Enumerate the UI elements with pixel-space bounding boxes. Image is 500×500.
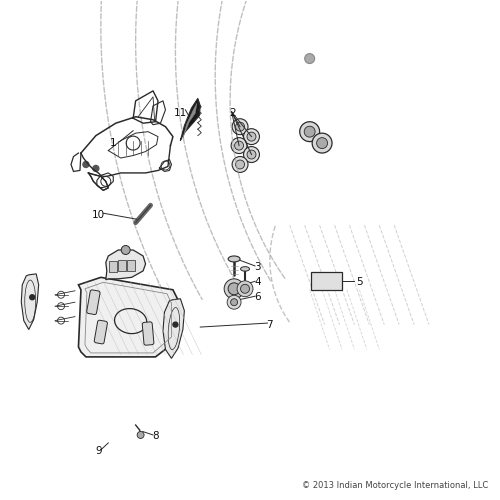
FancyBboxPatch shape [86, 290, 100, 314]
Text: 1: 1 [110, 138, 116, 148]
FancyBboxPatch shape [109, 262, 116, 272]
Circle shape [304, 126, 315, 137]
Text: © 2013 Indian Motorcycle International, LLC: © 2013 Indian Motorcycle International, … [302, 480, 488, 490]
Circle shape [316, 138, 328, 148]
Circle shape [121, 246, 130, 254]
Circle shape [247, 150, 256, 159]
Polygon shape [78, 278, 178, 357]
Circle shape [304, 54, 314, 64]
Circle shape [83, 162, 89, 168]
FancyBboxPatch shape [118, 260, 126, 272]
Circle shape [30, 294, 35, 300]
Circle shape [236, 122, 244, 131]
Circle shape [228, 283, 240, 294]
Circle shape [227, 295, 241, 309]
Circle shape [231, 138, 247, 154]
Circle shape [173, 322, 178, 327]
Polygon shape [183, 104, 197, 138]
FancyBboxPatch shape [94, 320, 108, 344]
Circle shape [93, 166, 99, 172]
Circle shape [237, 281, 253, 296]
Circle shape [244, 128, 260, 144]
Polygon shape [180, 98, 201, 140]
Ellipse shape [228, 256, 240, 262]
Circle shape [234, 141, 244, 150]
Circle shape [300, 122, 320, 142]
Circle shape [230, 298, 237, 306]
Circle shape [247, 132, 256, 141]
Text: 9: 9 [95, 446, 102, 456]
Text: 3: 3 [254, 262, 261, 272]
Polygon shape [163, 298, 184, 358]
Polygon shape [106, 250, 146, 280]
Text: 11: 11 [174, 108, 187, 118]
FancyBboxPatch shape [311, 272, 342, 290]
Text: 5: 5 [356, 278, 362, 287]
Circle shape [236, 160, 244, 169]
Circle shape [240, 284, 250, 294]
Text: 4: 4 [254, 278, 261, 287]
Circle shape [232, 156, 248, 172]
Circle shape [312, 133, 332, 153]
Circle shape [137, 432, 144, 438]
Text: 2: 2 [230, 108, 236, 118]
Ellipse shape [240, 266, 250, 271]
FancyBboxPatch shape [126, 260, 134, 272]
Text: 7: 7 [266, 320, 273, 330]
Circle shape [244, 146, 260, 162]
Circle shape [224, 279, 244, 298]
Text: 10: 10 [92, 210, 105, 220]
Text: 8: 8 [152, 432, 159, 442]
Text: 6: 6 [254, 292, 261, 302]
Circle shape [232, 118, 248, 134]
FancyBboxPatch shape [142, 322, 154, 345]
Polygon shape [22, 274, 38, 330]
